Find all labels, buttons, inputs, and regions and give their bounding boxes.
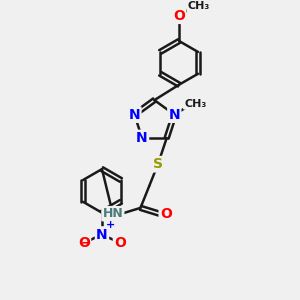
Text: O: O	[173, 9, 185, 23]
Text: O: O	[160, 207, 172, 221]
Text: CH₃: CH₃	[184, 98, 206, 109]
Text: HN: HN	[103, 207, 123, 220]
Text: O: O	[78, 236, 90, 250]
Text: +: +	[106, 220, 115, 230]
Text: N: N	[169, 108, 180, 122]
Text: O: O	[114, 236, 126, 250]
Text: N: N	[136, 131, 148, 145]
Text: CH₃: CH₃	[188, 1, 210, 11]
Text: N: N	[129, 108, 140, 122]
Text: S: S	[153, 157, 163, 171]
Text: N: N	[96, 228, 108, 242]
Text: −: −	[81, 237, 92, 250]
